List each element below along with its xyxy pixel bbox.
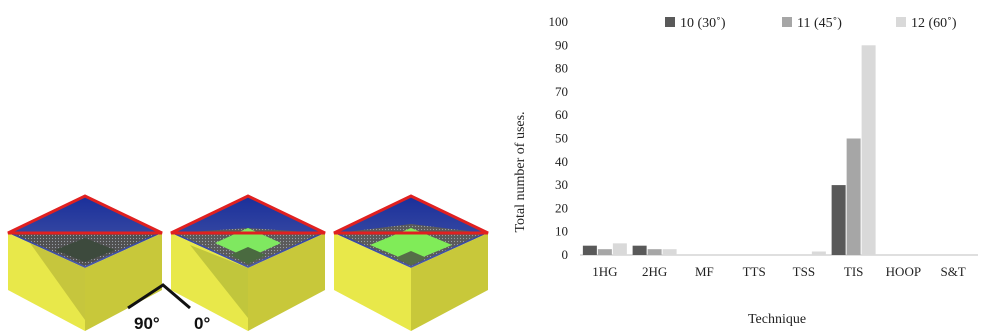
x-tick-label: 2HG	[642, 264, 667, 279]
x-tick-label: TIS	[844, 264, 864, 279]
legend-label-series-1: 10 (30˚)	[680, 16, 726, 31]
x-tick-label: MF	[695, 264, 714, 279]
legend-swatch-series-2	[782, 17, 792, 27]
bar-2hg-series-2	[647, 249, 662, 255]
y-tick-label: 30	[555, 177, 568, 192]
x-tick-label: S&T	[940, 264, 965, 279]
bar-2hg-series-3	[662, 249, 677, 255]
pit-diagram-30	[7, 194, 163, 331]
technique-bar-chart: 0 10 20 30 40 50 60 70 80 90 100 1HG 2HG MF TTS TSS TIS…	[513, 14, 978, 327]
angle-indicator: 90° 0°	[127, 283, 210, 331]
y-tick-label: 40	[555, 154, 568, 169]
pit-diagram-60	[333, 194, 489, 331]
legend: 10 (30˚) 11 (45˚) 12 (60˚)	[665, 16, 957, 31]
y-tick-label: 100	[549, 14, 569, 29]
bar-1hg-series-3	[612, 243, 627, 255]
pit-diagram-45	[170, 194, 326, 331]
y-tick-label: 10	[555, 224, 568, 239]
x-tick-label: TSS	[793, 264, 815, 279]
x-axis: 1HG 2HG MF TTS TSS TIS HOOP S&T	[580, 254, 978, 279]
legend-label-series-2: 11 (45˚)	[797, 16, 842, 31]
legend-label-series-3: 12 (60˚)	[911, 16, 957, 31]
legend-swatch-series-1	[665, 17, 675, 27]
angle-90-label: 90°	[134, 314, 160, 331]
angle-0-label: 0°	[194, 314, 210, 331]
bar-1hg-series-2	[597, 249, 612, 255]
y-tick-label: 80	[555, 61, 568, 76]
x-tick-label: 1HG	[592, 264, 617, 279]
y-axis-title: Total number of uses.	[513, 111, 528, 232]
bar-1hg-series-1	[582, 245, 597, 255]
x-tick-label: HOOP	[886, 264, 921, 279]
y-tick-label: 70	[555, 84, 568, 99]
y-tick-label: 20	[555, 200, 568, 215]
y-tick-label: 90	[555, 37, 568, 52]
y-tick-label: 0	[562, 247, 569, 262]
x-tick-label: TTS	[743, 264, 766, 279]
bar-tss-series-3	[811, 251, 826, 255]
y-tick-label: 50	[555, 131, 568, 146]
y-axis: 0 10 20 30 40 50 60 70 80 90 100	[549, 14, 569, 262]
pit-illustrations: 90° 0°	[7, 194, 489, 331]
bars	[582, 45, 876, 255]
bar-tis-series-1	[831, 185, 846, 255]
x-axis-title: Technique	[748, 312, 806, 327]
bar-tis-series-2	[846, 138, 861, 255]
bar-tis-series-3	[861, 45, 876, 255]
bar-2hg-series-1	[632, 245, 647, 255]
legend-swatch-series-3	[896, 17, 906, 27]
y-tick-label: 60	[555, 107, 568, 122]
